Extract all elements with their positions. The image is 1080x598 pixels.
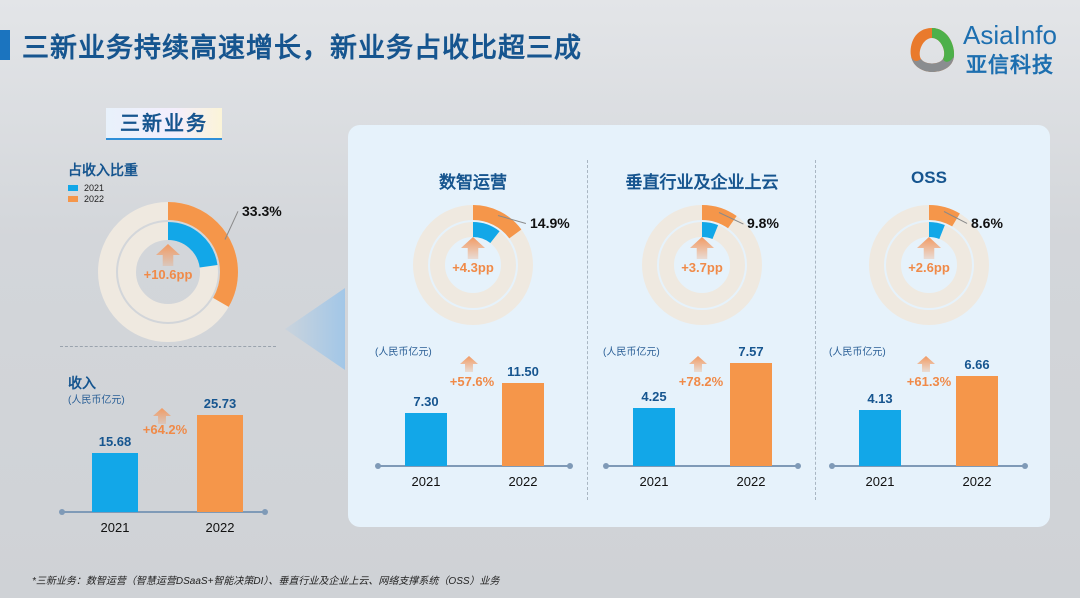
- growth-label: +57.6%: [449, 374, 495, 389]
- legend-swatch: [68, 196, 78, 202]
- bar-2022: [956, 376, 998, 466]
- x-tick-label: 2022: [962, 474, 992, 489]
- share-2022-label: 14.9%: [530, 215, 570, 231]
- x-tick-label: 2022: [508, 474, 538, 489]
- share-heading: 占收入比重: [68, 162, 138, 178]
- x-axis: [375, 463, 573, 469]
- segment-title: 数智运营: [439, 173, 507, 192]
- x-axis: [603, 463, 801, 469]
- bar-value-label: 7.30: [413, 394, 439, 410]
- share-change-label: +10.6pp: [143, 267, 193, 282]
- asiainfo-logo-icon: [910, 28, 955, 72]
- logo-text-en: AsiaInfo: [963, 20, 1057, 50]
- bar-value-label: 11.50: [507, 364, 539, 380]
- share-arc-2022: [869, 205, 989, 325]
- unit-label: (人民币亿元): [829, 347, 886, 358]
- title-accent-bar: [0, 30, 10, 60]
- bar-2021: [633, 408, 675, 466]
- share-arc-2021: [430, 222, 516, 308]
- share-donut: [413, 205, 533, 325]
- bar-value-label: 4.13: [867, 391, 893, 407]
- segment-panel: [348, 125, 1050, 527]
- x-tick-label: 2021: [865, 474, 895, 489]
- x-tick-label: 2021: [100, 520, 130, 535]
- growth-label: +61.3%: [906, 374, 952, 389]
- x-tick-label: 2021: [411, 474, 441, 489]
- share-change-label: +2.6pp: [908, 260, 950, 275]
- share-arc-2021: [659, 222, 745, 308]
- section-badge: 三新业务: [106, 108, 222, 140]
- bar-2022: [197, 414, 243, 512]
- bar-value-label: 25.73: [203, 395, 237, 411]
- arrow-left-icon: [285, 288, 345, 370]
- unit-label: (人民币亿元): [603, 347, 660, 358]
- share-donut: [98, 202, 238, 342]
- page-title: 三新业务持续高速增长，新业务占收比超三成: [22, 33, 582, 63]
- share-2022-label: 33.3%: [242, 203, 282, 219]
- bar-value-label: 7.57: [738, 344, 764, 360]
- column-divider: [815, 160, 816, 500]
- share-2022-label: 8.6%: [971, 215, 1003, 231]
- share-arc-2022: [642, 205, 762, 325]
- bar-2021: [92, 452, 138, 512]
- bar-2022: [730, 363, 772, 466]
- legend-swatch: [68, 185, 78, 191]
- legend-label: 2022: [84, 194, 105, 204]
- share-change-label: +4.3pp: [452, 260, 494, 275]
- share-2022-label: 9.8%: [747, 215, 779, 231]
- bar-value-label: 4.25: [641, 389, 667, 405]
- bar-2022: [502, 383, 544, 466]
- x-axis: [829, 463, 1028, 469]
- x-axis: [59, 509, 268, 515]
- bar-value-label: 15.68: [98, 433, 132, 449]
- bar-2021: [859, 410, 901, 466]
- unit-label: (人民币亿元): [68, 395, 125, 406]
- share-donut: [642, 205, 762, 325]
- logo-text-cn: 亚信科技: [966, 54, 1054, 77]
- x-tick-label: 2022: [736, 474, 766, 489]
- share-arc-2021: [886, 222, 972, 308]
- growth-label: +64.2%: [142, 422, 188, 437]
- legend-item-2022: 2022: [68, 194, 104, 204]
- unit-label: (人民币亿元): [375, 347, 432, 358]
- growth-label: +78.2%: [678, 374, 724, 389]
- column-divider: [587, 160, 588, 500]
- share-donut: [869, 205, 989, 325]
- x-tick-label: 2022: [205, 520, 235, 535]
- share-arc-2022: [98, 202, 238, 342]
- x-tick-label: 2021: [639, 474, 669, 489]
- section-divider: [60, 346, 276, 347]
- segment-title: OSS: [911, 168, 947, 187]
- share-arc-2021: [118, 222, 218, 322]
- bar-2021: [405, 413, 447, 466]
- legend-label: 2021: [84, 183, 105, 193]
- share-change-label: +3.7pp: [681, 260, 723, 275]
- legend-item-2021: 2021: [68, 183, 104, 193]
- share-arc-2022: [413, 205, 533, 325]
- footnote: *三新业务：数智运营（智慧运营DSaaS+智能决策DI）、垂直行业及企业上云、网…: [32, 576, 500, 587]
- segment-title: 垂直行业及企业上云: [625, 173, 779, 192]
- bar-value-label: 6.66: [964, 357, 990, 373]
- revenue-heading: 收入: [68, 375, 96, 391]
